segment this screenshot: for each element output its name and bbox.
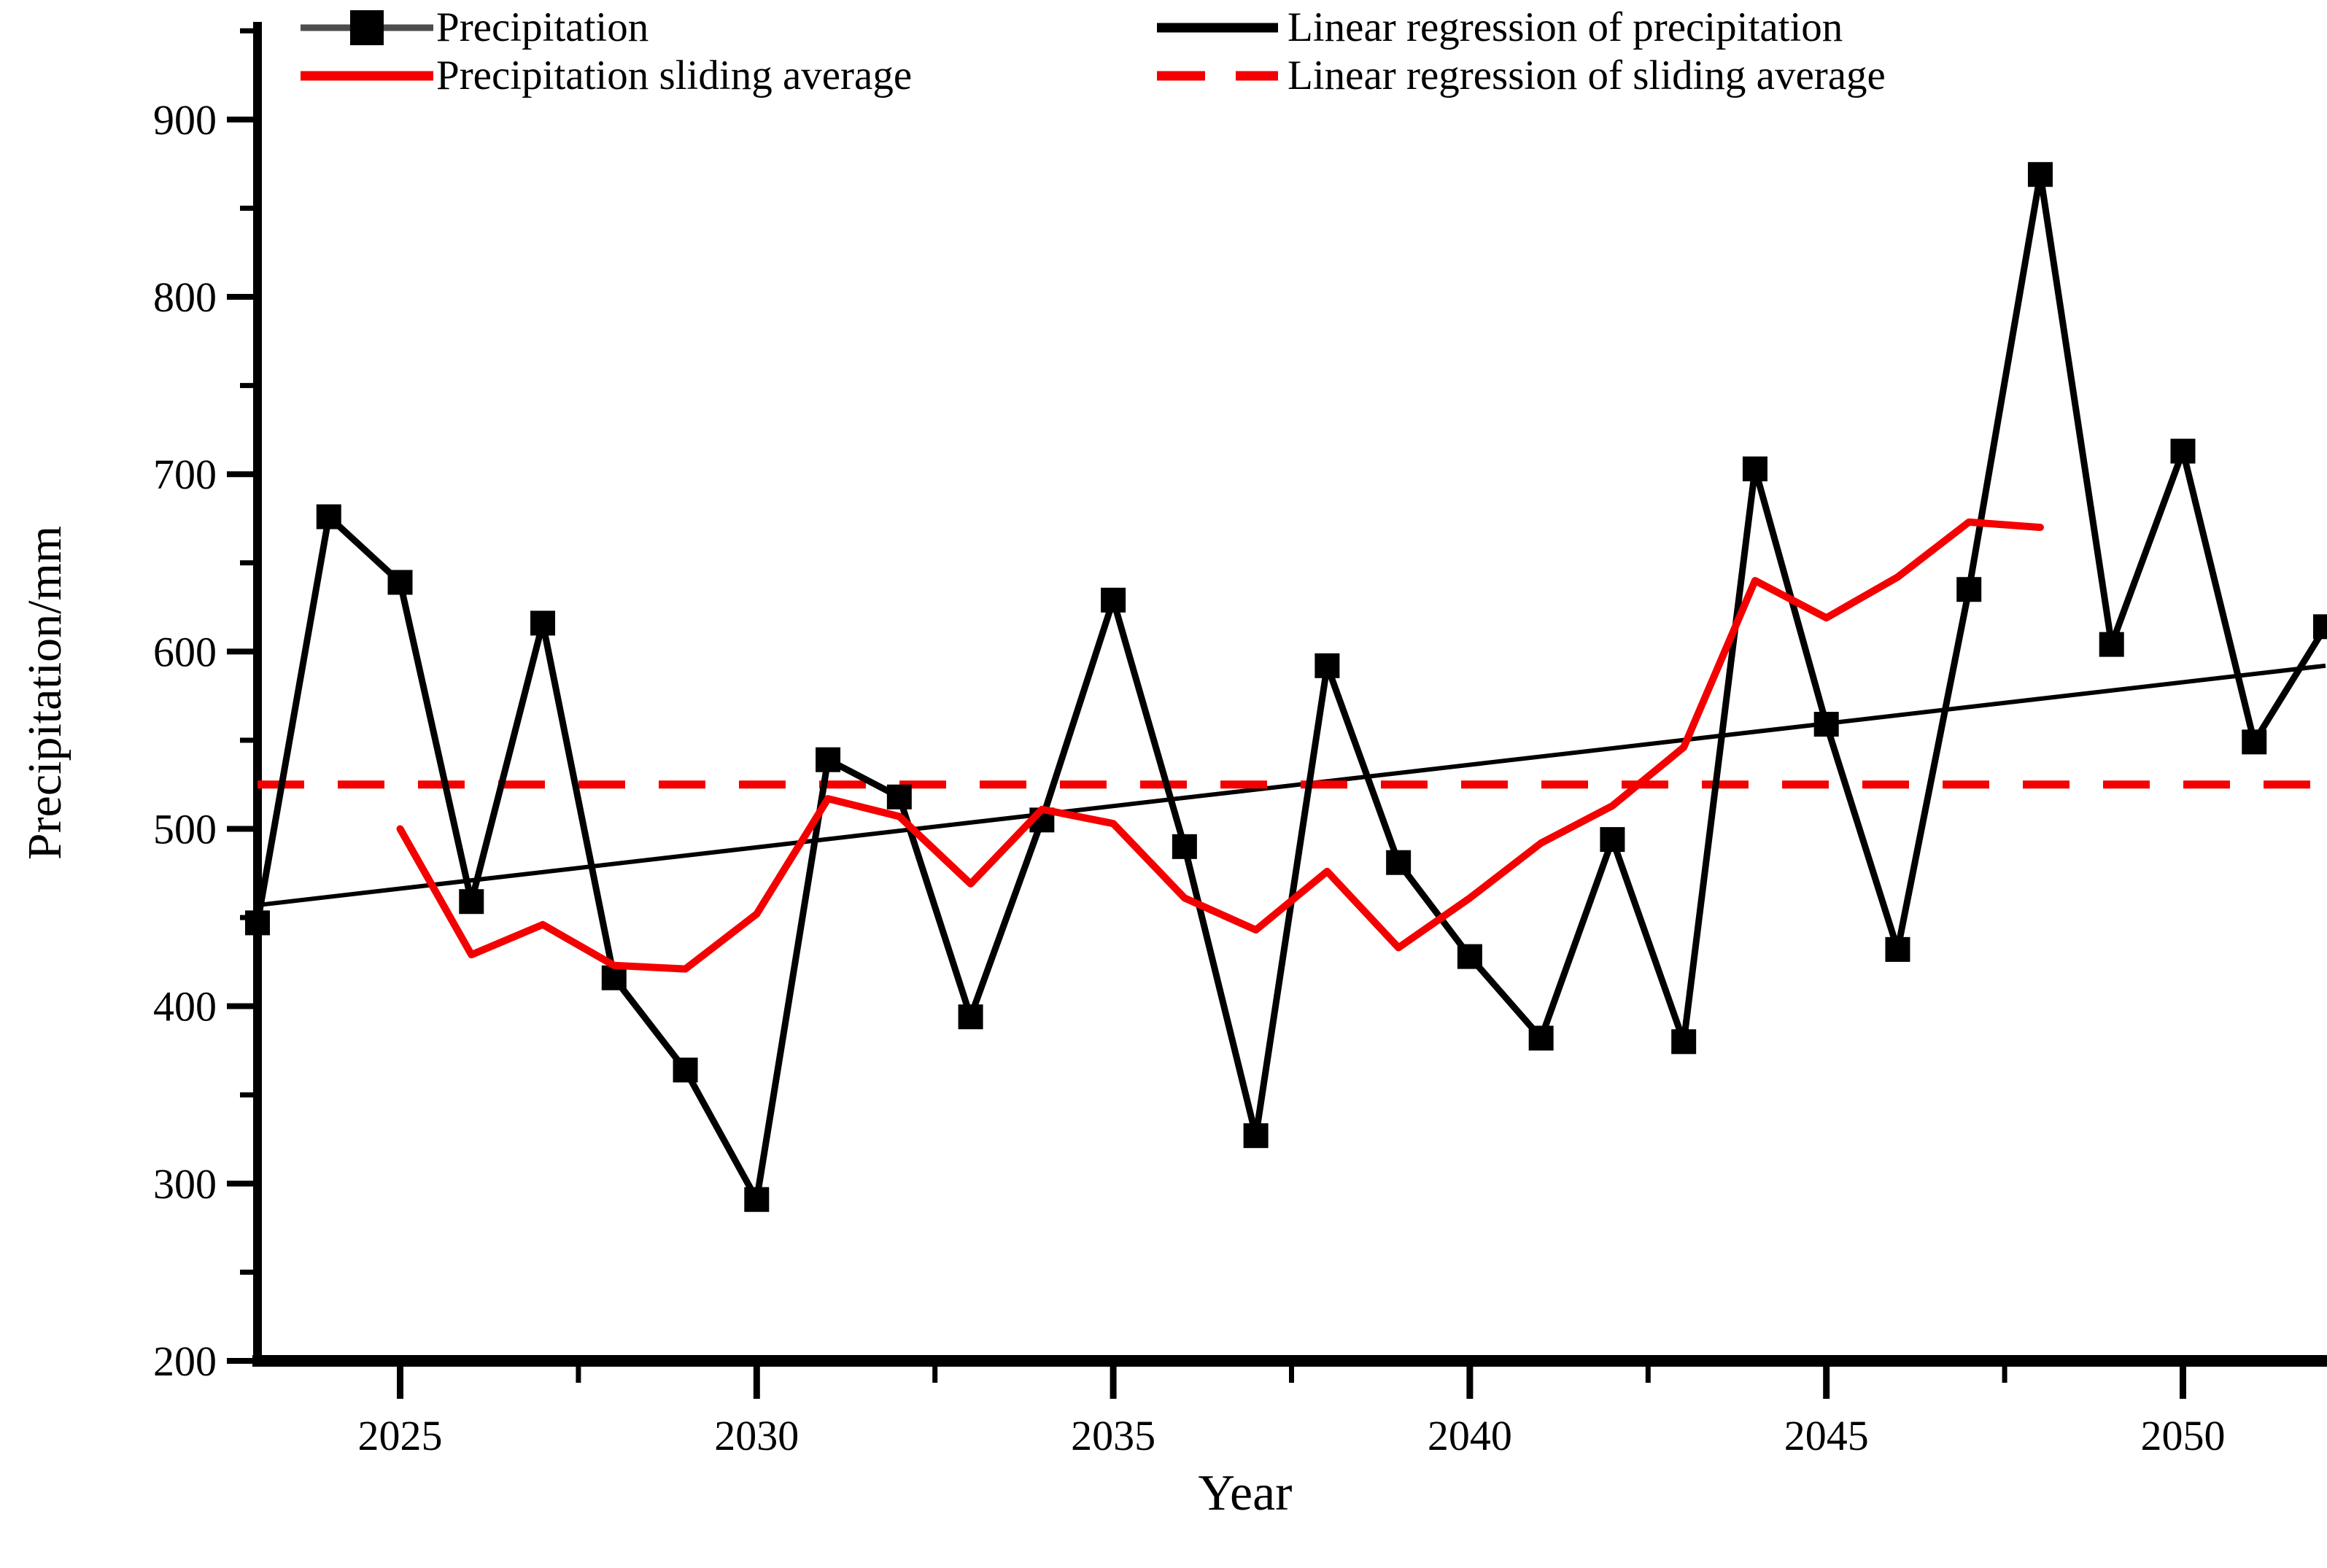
legend-label: Precipitation [436,4,649,50]
legend-item-precipitation-sliding-average: Precipitation sliding average [298,53,912,99]
linear-regression-of-precipitation-line [257,663,2326,908]
precipitation-marker [1671,1029,1697,1055]
y-tick-label: 500 [153,806,217,853]
x-tick-label: 2045 [1784,1412,1869,1459]
legend-label: Precipitation sliding average [436,53,913,98]
precipitation-marker [1314,653,1340,678]
precipitation-marker [958,1004,983,1030]
precipitation-marker [744,1187,770,1212]
precipitation-marker [673,1057,698,1083]
y-tick-label: 400 [153,983,217,1031]
precipitation-marker [2027,162,2053,187]
y-tick-label: 300 [153,1160,217,1208]
precipitation-sliding-average-line [396,518,2044,973]
precipitation-marker [245,910,270,936]
precipitation-marker [2170,438,2196,464]
legend-item-linear-regression-sliding-average: Linear regression of sliding average [1153,53,1886,99]
precipitation-line-marker-swatch [301,10,433,45]
precipitation-marker [316,504,341,529]
precipitation-line [254,174,2327,1210]
x-tick-label: 2030 [714,1412,799,1459]
precipitation-marker [2242,729,2267,755]
legend-item-linear-regression-precipitation: Linear regression of precipitation [1153,4,1843,51]
x-tick-label: 2035 [1071,1412,1155,1459]
precipitation-marker [1528,1025,1554,1051]
legend-label: Linear regression of precipitation [1288,4,1843,50]
y-tick-label: 700 [153,451,217,498]
precipitation-marker [816,747,841,772]
red-dashed-line-swatch [1157,71,1278,81]
precipitation-marker [1885,936,1910,962]
precipitation-marker [1457,944,1482,969]
precipitation-marker [1813,712,1839,737]
y-tick-label: 600 [153,628,217,675]
x-tick-label: 2040 [1428,1412,1512,1459]
precipitation-marker [886,784,912,810]
precipitation-marker [1956,577,1982,602]
x-tick-label: 2025 [358,1412,443,1459]
precipitation-marker [1243,1123,1269,1149]
y-tick-label: 200 [153,1338,217,1385]
y-tick-label: 900 [153,96,217,144]
precipitation-marker [530,610,556,636]
precipitation-marker [387,570,413,595]
x-axis-title: Year [1198,1465,1293,1521]
precipitation-marker [601,965,627,990]
black-solid-line-swatch [1157,23,1278,33]
red-solid-line-swatch [301,71,433,81]
y-axis-title: Precipitation/mm [18,525,71,861]
precipitation-marker [1172,834,1197,859]
y-tick-label: 800 [153,273,217,321]
precipitation-marker [1742,456,1767,481]
precipitation-marker [459,889,484,915]
precipitation-marker [1101,587,1126,613]
precipitation-marker [2313,614,2327,640]
precipitation-marker [2099,632,2124,657]
x-tick-label: 2050 [2140,1412,2225,1459]
legend-item-precipitation: Precipitation [298,4,648,51]
legend-label: Linear regression of sliding average [1288,53,1886,98]
precipitation-marker [1600,827,1625,853]
precipitation-marker [1386,850,1412,875]
